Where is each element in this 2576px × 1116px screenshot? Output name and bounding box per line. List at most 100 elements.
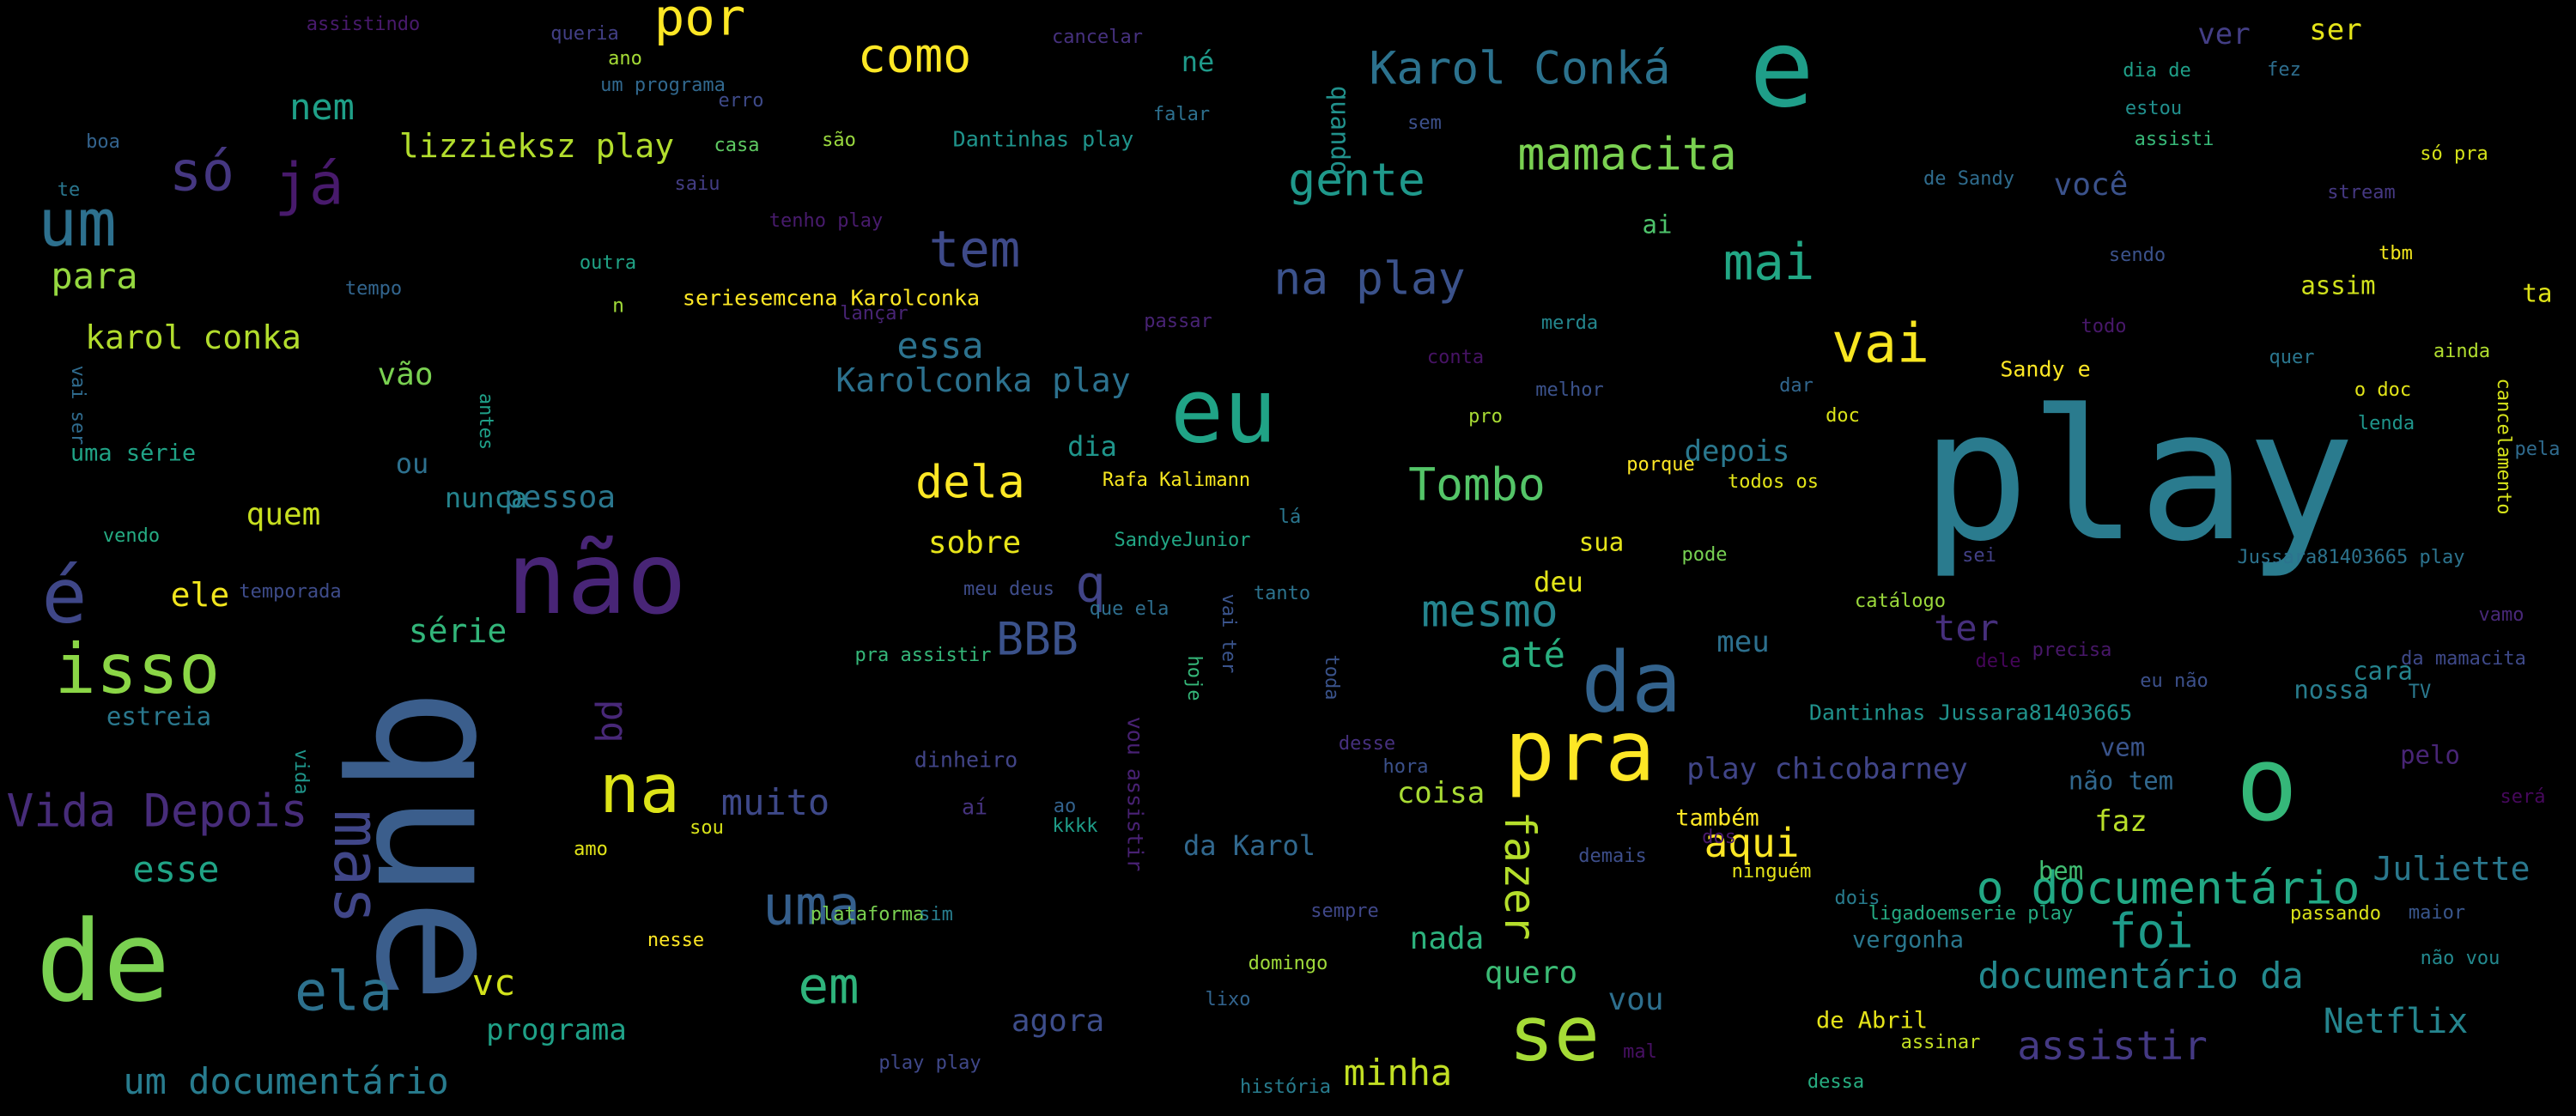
word-n: n xyxy=(612,294,624,318)
word-sandy-e: Sandy e xyxy=(2000,356,2091,382)
word-dela: dela xyxy=(915,456,1025,509)
word-ser: ser xyxy=(2309,13,2362,47)
word-depois: depois xyxy=(1684,434,1790,469)
word-em: em xyxy=(798,955,860,1016)
word-la: lá xyxy=(1278,506,1302,528)
word-saiu: saiu xyxy=(674,173,720,195)
word-dessa: dessa xyxy=(1807,1071,1865,1093)
word-pra-assistir: pra assistir xyxy=(854,645,992,666)
word-erro: erro xyxy=(718,90,764,112)
word-muito: muito xyxy=(720,781,830,823)
word-karol-conka: Karol Conká xyxy=(1369,42,1671,95)
word-como: como xyxy=(857,27,972,83)
word-mamacita: mamacita xyxy=(1517,128,1737,181)
word-de-sandy: de Sandy xyxy=(1923,168,2014,190)
word-te: te xyxy=(57,179,81,201)
word-vai-ter: vai ter xyxy=(1218,593,1239,674)
word-ainda: ainda xyxy=(2433,341,2491,362)
word-vida: vida xyxy=(290,749,312,795)
word-uma-serie: uma série xyxy=(70,440,197,467)
word-nesse: nesse xyxy=(647,930,705,951)
word-eu-nao: eu não xyxy=(2140,670,2208,692)
word-nem: nem xyxy=(289,86,355,128)
word-vai-ser: vai ser xyxy=(67,365,88,446)
word-seriesemcena-karolconka: seriesemcena Karolconka xyxy=(682,285,981,311)
word-vergonha: vergonha xyxy=(1851,926,1965,954)
word-o: o xyxy=(2235,725,2299,845)
word-assistir: assistir xyxy=(2017,1022,2208,1069)
word-ninguem: ninguém xyxy=(1731,861,1812,882)
word-casa: casa xyxy=(714,135,760,156)
word-nada: nada xyxy=(1409,921,1485,956)
word-cancelar: cancelar xyxy=(1052,27,1143,48)
word-lizzieksz-play: lizzieksz play xyxy=(398,127,675,165)
word-ai: ai xyxy=(1642,209,1673,240)
word-stream: stream xyxy=(2327,182,2396,203)
word-meu-deus: meu deus xyxy=(963,579,1054,600)
word-quero: quero xyxy=(1484,955,1578,991)
word-so: só xyxy=(169,140,234,203)
word-nossa: nossa xyxy=(2293,675,2369,705)
word-merda: merda xyxy=(1540,312,1599,334)
word-passando: passando xyxy=(2290,903,2381,925)
word-ao: ao xyxy=(1053,796,1077,817)
word-documentario-da: documentário da xyxy=(1978,955,2304,997)
word-q: q xyxy=(1075,554,1106,614)
word-que-ela: que ela xyxy=(1089,598,1170,620)
word-dia: dia xyxy=(1067,430,1117,463)
word-rafa-kalimann: Rafa Kalimann xyxy=(1102,470,1251,491)
word-mesmo: mesmo xyxy=(1421,585,1558,638)
word-sera: será xyxy=(2500,786,2546,808)
word-quem: quem xyxy=(246,497,321,532)
word-conta: conta xyxy=(1426,347,1485,368)
word-deu: deu xyxy=(1534,566,1583,598)
word-agora: agora xyxy=(1011,1004,1105,1039)
word-boa: boa xyxy=(86,131,120,153)
word-karol-conka: karol conka xyxy=(85,318,301,356)
word-um-programa: um programa xyxy=(600,75,726,96)
word-ate: até xyxy=(1500,634,1565,676)
word-um-documentario: um documentário xyxy=(123,1060,449,1102)
word-amo: amo xyxy=(574,839,608,860)
word-na-play: na play xyxy=(1273,252,1466,306)
word-sem: sem xyxy=(1407,112,1442,134)
word-ter: ter xyxy=(1934,607,1999,649)
word-catalogo: catálogo xyxy=(1855,591,1946,612)
word-historia: história xyxy=(1240,1077,1331,1098)
word-pessoa: pessoa xyxy=(503,480,617,515)
word-play-chicobarney: play chicobarney xyxy=(1686,752,1968,786)
word-falar: falar xyxy=(1152,104,1211,125)
word-tv: TV xyxy=(2408,682,2432,703)
word-dantinhas-jussara81403665: Dantinhas Jussara81403665 xyxy=(1808,700,2133,725)
word-lixo: lixo xyxy=(1205,989,1251,1010)
word-minha: minha xyxy=(1343,1052,1453,1094)
word-eu: eu xyxy=(1170,360,1278,464)
word-por: por xyxy=(653,0,746,47)
word-dinheiro: dinheiro xyxy=(914,747,1018,773)
word-foi: foi xyxy=(2108,903,2194,959)
word-todo: todo xyxy=(2081,316,2127,337)
word-tbm: tbm xyxy=(2379,243,2413,264)
word-dele: dele xyxy=(1975,651,2021,672)
word-temporada: temporada xyxy=(239,581,342,603)
word-ne: né xyxy=(1181,45,1215,78)
word-desse: desse xyxy=(1338,733,1396,755)
word-coisa: coisa xyxy=(1396,776,1485,810)
word-pela: pela xyxy=(2514,439,2561,460)
word-ano: ano xyxy=(608,48,642,70)
word-vem: vem xyxy=(2099,732,2146,762)
word-juliette: Juliette xyxy=(2372,850,2530,888)
word-da-mamacita: da mamacita xyxy=(2401,648,2526,670)
word-essa: essa xyxy=(896,324,984,367)
word-dia-de: dia de xyxy=(2123,60,2191,82)
word-nao-tem: não tem xyxy=(2068,766,2174,796)
word-domingo: domingo xyxy=(1248,953,1328,974)
word-estou: estou xyxy=(2124,98,2183,119)
word-voce: você xyxy=(2053,167,2129,203)
word-sim: sim xyxy=(919,904,953,925)
word-dantinhas-play: Dantinhas play xyxy=(952,126,1134,152)
word-vamo: vamo xyxy=(2478,604,2524,626)
word-nao: não xyxy=(507,521,687,637)
word-na: na xyxy=(599,751,680,828)
